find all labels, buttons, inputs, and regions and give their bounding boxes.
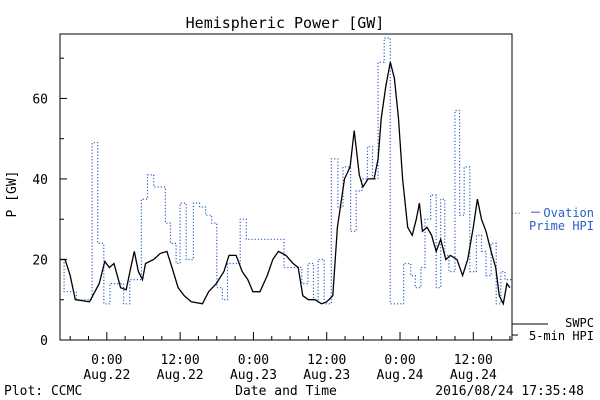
y-tick-label: 20 bbox=[32, 253, 48, 268]
y-tick-label: 40 bbox=[32, 173, 48, 188]
x-axis-label: Date and Time bbox=[235, 384, 337, 399]
plot-source-label: Plot: CCMC bbox=[4, 384, 82, 399]
ovation-legend-label-2: Prime HPI bbox=[529, 219, 594, 233]
ovation-legend-label-1: Ovation bbox=[543, 206, 594, 220]
x-tick-time-label: 0:00 bbox=[91, 353, 122, 368]
x-tick-time-label: 12:00 bbox=[307, 353, 346, 368]
chart-title: Hemispheric Power [GW] bbox=[186, 14, 385, 32]
y-tick-label: 60 bbox=[32, 92, 48, 107]
x-tick-date-label: Aug.23 bbox=[230, 368, 277, 383]
x-tick-time-label: 0:00 bbox=[238, 353, 269, 368]
y-axis-label: P [GW] bbox=[5, 171, 20, 218]
x-tick-date-label: Aug.24 bbox=[377, 368, 424, 383]
x-tick-date-label: Aug.24 bbox=[450, 368, 497, 383]
x-tick-time-label: 0:00 bbox=[384, 353, 415, 368]
plot-timestamp: 2016/08/24 17:35:48 bbox=[435, 384, 584, 399]
swpc-legend-label-2: 5-min HPI bbox=[529, 329, 594, 343]
swpc-legend-label-1: SWPC bbox=[565, 316, 594, 330]
x-tick-time-label: 12:00 bbox=[161, 353, 200, 368]
ovation-prime-line bbox=[60, 37, 512, 305]
plot-frame bbox=[59, 33, 513, 341]
swpc-hpi-line bbox=[60, 62, 511, 306]
x-tick-date-label: Aug.22 bbox=[157, 368, 204, 383]
y-tick-label: 0 bbox=[40, 334, 48, 349]
x-tick-date-label: Aug.22 bbox=[83, 368, 130, 383]
x-tick-time-label: 12:00 bbox=[454, 353, 493, 368]
x-tick-date-label: Aug.23 bbox=[303, 368, 350, 383]
